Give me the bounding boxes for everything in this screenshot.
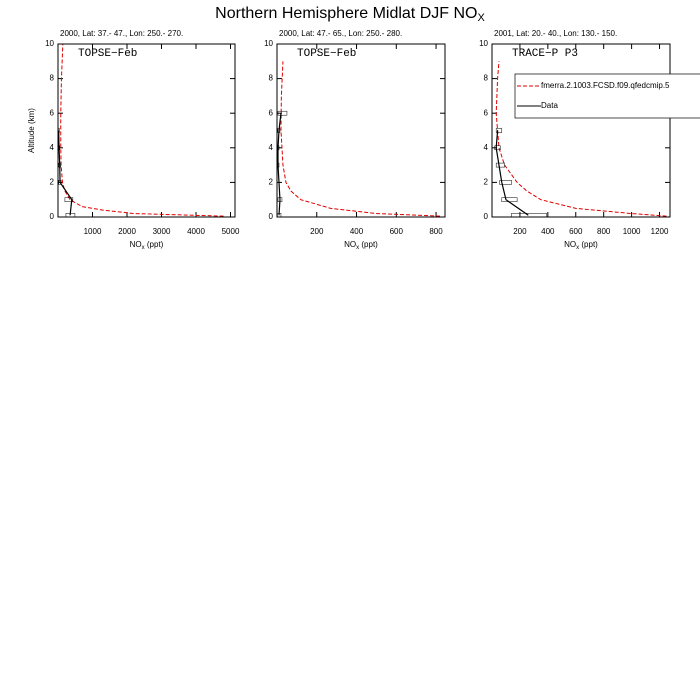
y-tick-label: 10 [45,39,54,48]
plot-frame [57,43,236,218]
x-label-sub: x [142,245,145,251]
plot-frame [276,43,446,218]
panel-label: TOPSE−Feb [297,48,356,60]
x-tick-label: 4000 [187,227,205,236]
y-tick-label: 6 [50,108,55,117]
y-tick-label: 0 [484,212,489,221]
x-axis-label: NOx (ppt) [564,240,598,250]
x-tick-label: 400 [350,227,364,236]
x-label-rest: (ppt) [359,240,378,249]
x-axis-label: NOx (ppt) [344,240,378,250]
y-axis-label: Altitude (km) [27,108,36,153]
model-line [60,44,224,217]
y-tick-label: 4 [50,143,55,152]
data-range-box [64,197,74,202]
data-line [495,130,529,216]
x-label-sub: x [356,245,359,251]
model-line [280,61,441,217]
y-tick-label: 10 [479,39,488,48]
x-tick-label: 1000 [623,227,641,236]
plot-area [494,61,667,217]
subtitle: 2000, Lat: 47.- 65., Lon: 250.- 280. [279,29,402,38]
x-label-rest: (ppt) [145,240,164,249]
data-range-box [499,180,512,185]
y-tick-label: 6 [269,108,274,117]
data-range-box [277,110,288,116]
plot-area [58,44,224,217]
y-tick-label: 8 [50,74,55,83]
x-axis-label: NOx (ppt) [130,240,164,250]
legend-box [514,73,700,119]
x-tick-label: 800 [429,227,443,236]
data-line [277,113,282,216]
data-range-box [511,213,547,217]
y-tick-label: 4 [269,143,274,152]
y-tick-label: 0 [269,212,274,221]
x-tick-label: 200 [513,227,527,236]
x-tick-label: 600 [569,227,583,236]
subtitle: 2000, Lat: 37.- 47., Lon: 250.- 270. [60,29,183,38]
x-label-main: NO [564,240,576,249]
x-tick-label: 1000 [84,227,102,236]
y-tick-label: 2 [50,178,55,187]
plot-frame [491,43,671,218]
x-tick-label: 200 [310,227,324,236]
y-tick-label: 8 [484,74,489,83]
x-tick-label: 2000 [118,227,136,236]
title-main: Northern Hemisphere Midlat DJF NO [215,5,477,22]
x-label-main: NO [344,240,356,249]
x-tick-label: 1200 [651,227,669,236]
x-tick-label: 3000 [153,227,171,236]
model-line [495,61,667,217]
figure-title: Northern Hemisphere Midlat DJF NOX [215,5,485,24]
data-range-box [495,162,505,168]
y-tick-label: 8 [269,74,274,83]
title-sub: X [477,12,485,24]
y-tick-label: 2 [269,178,274,187]
panel-label: TOPSE−Feb [78,48,137,60]
legend-label: Data [541,101,558,110]
data-range-box [495,128,503,133]
data-range-box [494,145,501,151]
x-tick-label: 400 [541,227,555,236]
data-line [58,130,73,216]
y-tick-label: 10 [264,39,273,48]
y-tick-label: 6 [484,108,489,117]
x-tick-label: 5000 [222,227,240,236]
x-tick-label: 800 [597,227,611,236]
x-tick-label: 600 [390,227,404,236]
x-label-rest: (ppt) [579,240,598,249]
y-tick-label: 2 [484,178,489,187]
y-tick-label: 0 [50,212,55,221]
data-range-box [501,197,518,202]
x-label-main: NO [130,240,142,249]
panel-label: TRACE−P P3 [512,48,578,60]
subtitle: 2001, Lat: 20.- 40., Lon: 130.- 150. [494,29,617,38]
plot-area [277,61,441,217]
y-tick-label: 4 [484,143,489,152]
legend-label: fmerra.2.1003.FCSD.f09.qfedcmip.5 [541,81,670,90]
x-label-sub: x [576,245,579,251]
